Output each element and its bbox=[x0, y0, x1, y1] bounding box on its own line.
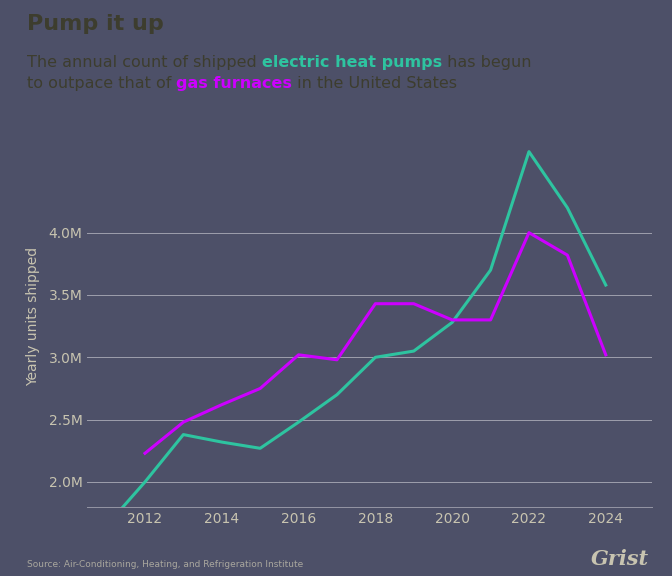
Text: in the United States: in the United States bbox=[292, 76, 457, 91]
Text: Grist: Grist bbox=[591, 549, 648, 569]
Text: to outpace that of: to outpace that of bbox=[27, 76, 176, 91]
Text: The annual count of shipped: The annual count of shipped bbox=[27, 55, 262, 70]
Y-axis label: Yearly units shipped: Yearly units shipped bbox=[26, 247, 40, 386]
Text: Pump it up: Pump it up bbox=[27, 14, 163, 35]
Text: Source: Air-Conditioning, Heating, and Refrigeration Institute: Source: Air-Conditioning, Heating, and R… bbox=[27, 560, 303, 569]
Text: has begun: has begun bbox=[442, 55, 532, 70]
Text: gas furnaces: gas furnaces bbox=[176, 76, 292, 91]
Text: electric heat pumps: electric heat pumps bbox=[262, 55, 442, 70]
